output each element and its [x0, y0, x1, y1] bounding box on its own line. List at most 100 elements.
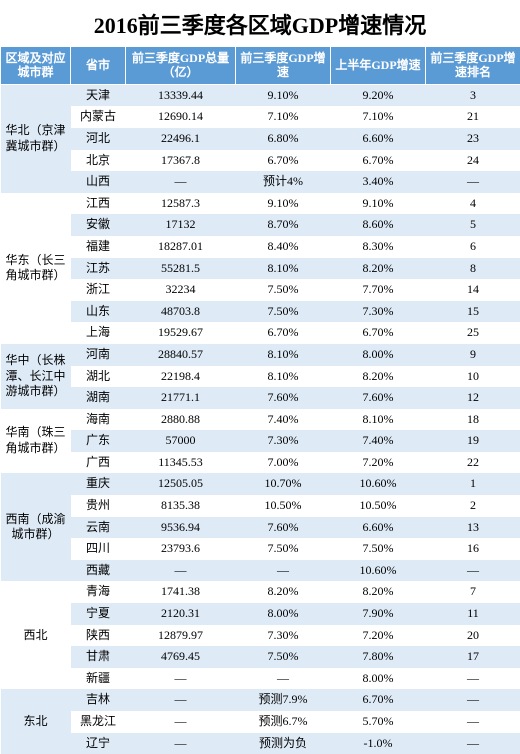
table-row: 东北吉林—预测7.9%6.70%— — [1, 689, 520, 711]
gdp-cell: 12505.05 — [126, 473, 236, 495]
province-cell: 湖南 — [71, 387, 126, 409]
gdp-cell: 4769.45 — [126, 646, 236, 668]
gdp-cell: 32234 — [126, 279, 236, 301]
gdp-cell: 9536.94 — [126, 517, 236, 539]
province-cell: 广西 — [71, 452, 126, 474]
table-row: 华南（珠三角城市群）海南2880.887.40%8.10%18 — [1, 409, 520, 431]
gdp-cell: 48703.8 — [126, 301, 236, 323]
table-row: 华东（长三角城市群）江西12587.39.10%9.10%4 — [1, 193, 520, 215]
rank-cell: 11 — [426, 603, 520, 625]
h1-cell: 8.00% — [331, 344, 426, 366]
rank-cell: — — [426, 560, 520, 582]
gdp-cell: 22198.4 — [126, 366, 236, 388]
rank-cell: — — [426, 171, 520, 193]
gdp-cell: 8135.38 — [126, 495, 236, 517]
table-row: 黑龙江—预测6.7%5.70%— — [1, 711, 520, 733]
gdp-cell: 18287.01 — [126, 236, 236, 258]
province-cell: 宁夏 — [71, 603, 126, 625]
province-cell: 安徽 — [71, 214, 126, 236]
h1-cell: 8.30% — [331, 236, 426, 258]
q3-cell: 8.00% — [236, 603, 331, 625]
gdp-cell: 11345.53 — [126, 452, 236, 474]
region-cell: 西北 — [1, 581, 71, 689]
q3-cell: 8.10% — [236, 366, 331, 388]
col-q3-growth: 前三季度GDP增速 — [236, 47, 331, 85]
q3-cell: 10.70% — [236, 473, 331, 495]
gdp-table: 区域及对应城市群 省市 前三季度GDP总量（亿） 前三季度GDP增速 上半年GD… — [0, 46, 520, 754]
region-cell: 华北（京津冀城市群） — [1, 84, 71, 192]
rank-cell: 23 — [426, 128, 520, 150]
q3-cell: 预测6.7% — [236, 711, 331, 733]
col-rank: 前三季度GDP增速排名 — [426, 47, 520, 85]
h1-cell: 7.40% — [331, 430, 426, 452]
table-row: 华北（京津冀城市群）天津13339.449.10%9.20%3 — [1, 84, 520, 106]
gdp-cell: 28840.57 — [126, 344, 236, 366]
region-cell: 华中（长株潭、长江中游城市群） — [1, 344, 71, 409]
province-cell: 江苏 — [71, 258, 126, 280]
q3-cell: 7.30% — [236, 625, 331, 647]
h1-cell: 8.00% — [331, 668, 426, 690]
province-cell: 黑龙江 — [71, 711, 126, 733]
h1-cell: -1.0% — [331, 733, 426, 754]
gdp-cell: 2880.88 — [126, 409, 236, 431]
region-cell: 东北 — [1, 689, 71, 754]
region-cell: 西南（成渝城市群） — [1, 473, 71, 581]
gdp-cell: 19529.67 — [126, 322, 236, 344]
table-row: 湖北22198.48.10%8.20%10 — [1, 366, 520, 388]
province-cell: 辽宁 — [71, 733, 126, 754]
h1-cell: 3.40% — [331, 171, 426, 193]
province-cell: 重庆 — [71, 473, 126, 495]
province-cell: 海南 — [71, 409, 126, 431]
table-row: 贵州8135.3810.50%10.50%2 — [1, 495, 520, 517]
province-cell: 山西 — [71, 171, 126, 193]
q3-cell: 8.40% — [236, 236, 331, 258]
rank-cell: — — [426, 711, 520, 733]
province-cell: 新疆 — [71, 668, 126, 690]
h1-cell: 6.60% — [331, 128, 426, 150]
gdp-cell: — — [126, 733, 236, 754]
table-header-row: 区域及对应城市群 省市 前三季度GDP总量（亿） 前三季度GDP增速 上半年GD… — [1, 47, 520, 85]
q3-cell: 6.70% — [236, 150, 331, 172]
q3-cell: 6.80% — [236, 128, 331, 150]
h1-cell: 7.20% — [331, 625, 426, 647]
province-cell: 湖北 — [71, 366, 126, 388]
table-row: 福建18287.018.40%8.30%6 — [1, 236, 520, 258]
rank-cell: — — [426, 733, 520, 754]
table-row: 上海19529.676.70%6.70%25 — [1, 322, 520, 344]
table-row: 浙江322347.50%7.70%14 — [1, 279, 520, 301]
province-cell: 福建 — [71, 236, 126, 258]
q3-cell: — — [236, 668, 331, 690]
q3-cell: 7.60% — [236, 387, 331, 409]
province-cell: 浙江 — [71, 279, 126, 301]
table-row: 内蒙古12690.147.10%7.10%21 — [1, 106, 520, 128]
table-row: 华中（长株潭、长江中游城市群）河南28840.578.10%8.00%9 — [1, 344, 520, 366]
gdp-cell: 12690.14 — [126, 106, 236, 128]
region-cell: 华南（珠三角城市群） — [1, 409, 71, 474]
rank-cell: 22 — [426, 452, 520, 474]
table-row: 湖南21771.17.60%7.60%12 — [1, 387, 520, 409]
gdp-cell: 22496.1 — [126, 128, 236, 150]
h1-cell: 8.60% — [331, 214, 426, 236]
h1-cell: 7.10% — [331, 106, 426, 128]
rank-cell: 16 — [426, 538, 520, 560]
q3-cell: 10.50% — [236, 495, 331, 517]
rank-cell: 25 — [426, 322, 520, 344]
h1-cell: 6.70% — [331, 689, 426, 711]
gdp-cell: 57000 — [126, 430, 236, 452]
gdp-cell: — — [126, 560, 236, 582]
gdp-cell: — — [126, 689, 236, 711]
rank-cell: 20 — [426, 625, 520, 647]
h1-cell: 10.60% — [331, 473, 426, 495]
rank-cell: 7 — [426, 581, 520, 603]
table-row: 山东48703.87.50%7.30%15 — [1, 301, 520, 323]
q3-cell: 8.20% — [236, 581, 331, 603]
h1-cell: 7.90% — [331, 603, 426, 625]
table-row: 河北22496.16.80%6.60%23 — [1, 128, 520, 150]
q3-cell: 6.70% — [236, 322, 331, 344]
table-row: 江苏55281.58.10%8.20%8 — [1, 258, 520, 280]
province-cell: 江西 — [71, 193, 126, 215]
rank-cell: 8 — [426, 258, 520, 280]
h1-cell: 6.70% — [331, 150, 426, 172]
q3-cell: 7.50% — [236, 646, 331, 668]
rank-cell: 4 — [426, 193, 520, 215]
